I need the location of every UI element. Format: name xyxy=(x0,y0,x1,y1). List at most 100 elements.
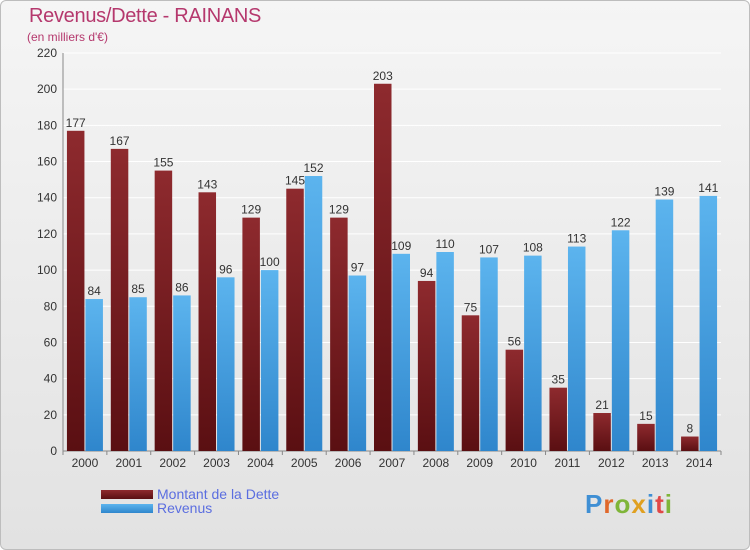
x-tick-label: 2003 xyxy=(203,456,230,470)
data-label-revenus: 152 xyxy=(304,161,324,175)
bars xyxy=(66,83,718,452)
x-tick-label: 2002 xyxy=(159,456,186,470)
data-label-dette: 94 xyxy=(420,266,434,280)
chart-subtitle: (en milliers d'€) xyxy=(27,30,108,44)
data-label-revenus: 109 xyxy=(391,239,411,253)
bar-revenus xyxy=(392,253,410,451)
data-label-dette: 129 xyxy=(329,203,349,217)
bar-dette xyxy=(242,217,260,451)
bar-dette xyxy=(417,280,436,451)
y-tick-label: 160 xyxy=(37,155,57,169)
legend-swatch-revenus xyxy=(101,503,153,513)
legend-label-dette: Montant de la Dette xyxy=(157,486,280,502)
data-label-revenus: 85 xyxy=(131,282,145,296)
logo-letter: r xyxy=(603,489,615,519)
x-tick-label: 2013 xyxy=(642,456,669,470)
grid xyxy=(63,52,721,452)
bar-dette xyxy=(286,188,304,451)
bar-revenus xyxy=(480,257,498,451)
x-tick-label: 2012 xyxy=(598,456,625,470)
bar-revenus xyxy=(173,295,191,451)
data-label-revenus: 96 xyxy=(219,262,233,276)
data-label-revenus: 84 xyxy=(88,284,102,298)
y-tick-label: 80 xyxy=(44,299,58,313)
bar-revenus xyxy=(129,297,147,451)
x-tick-label: 2004 xyxy=(247,456,274,470)
bar-revenus xyxy=(260,270,279,451)
y-tick-label: 180 xyxy=(37,118,57,132)
y-tick-label: 60 xyxy=(44,335,58,349)
x-tick-label: 2008 xyxy=(423,456,450,470)
x-tick-label: 2007 xyxy=(379,456,406,470)
logo-letter: t xyxy=(655,489,665,519)
x-tick-label: 2001 xyxy=(115,456,142,470)
bar-revenus xyxy=(699,195,718,451)
data-label-dette: 167 xyxy=(110,134,130,148)
data-label-dette: 203 xyxy=(373,69,393,83)
x-tick-label: 2009 xyxy=(466,456,493,470)
legend-label-revenus: Revenus xyxy=(157,500,213,516)
bar-revenus xyxy=(567,246,586,451)
logo-letter: P xyxy=(585,489,604,519)
data-label-revenus: 97 xyxy=(351,261,365,275)
bar-dette xyxy=(549,387,567,451)
y-tick-label: 220 xyxy=(37,46,57,60)
y-tick-label: 40 xyxy=(44,372,58,386)
proxiti-logo: Proxiti xyxy=(585,489,673,520)
data-label-dette: 129 xyxy=(241,203,261,217)
x-tick-label: 2006 xyxy=(335,456,362,470)
data-label-dette: 21 xyxy=(595,398,609,412)
bar-dette xyxy=(374,83,392,451)
legend-item-revenus: Revenus xyxy=(101,501,279,515)
data-label-revenus: 141 xyxy=(698,181,718,195)
bar-dette xyxy=(637,423,655,451)
y-tick-label: 120 xyxy=(37,227,57,241)
data-label-dette: 75 xyxy=(464,300,478,314)
bar-revenus xyxy=(611,230,630,451)
logo-letter: o xyxy=(614,489,632,519)
y-tick-label: 140 xyxy=(37,191,57,205)
y-tick-label: 100 xyxy=(37,263,57,277)
x-tick-label: 2000 xyxy=(72,456,99,470)
data-label-dette: 8 xyxy=(686,422,693,436)
y-tick-label: 20 xyxy=(44,408,58,422)
data-label-dette: 143 xyxy=(197,177,217,191)
y-tick-label: 200 xyxy=(37,82,57,96)
data-label-revenus: 113 xyxy=(567,232,586,246)
data-label-dette: 155 xyxy=(153,156,173,170)
bar-revenus xyxy=(348,275,367,451)
bar-dette xyxy=(198,192,217,452)
bar-revenus xyxy=(304,176,323,451)
data-label-revenus: 110 xyxy=(436,237,455,251)
bar-dette xyxy=(154,170,173,451)
data-label-revenus: 139 xyxy=(654,185,674,199)
legend-swatch-dette xyxy=(101,489,153,499)
legend-item-dette: Montant de la Dette xyxy=(101,487,279,501)
bar-dette xyxy=(461,315,480,451)
data-label-revenus: 86 xyxy=(175,280,189,294)
bar-dette xyxy=(505,349,524,451)
bar-dette xyxy=(593,413,611,451)
logo-letter: i xyxy=(664,489,673,519)
x-tick-label: 2005 xyxy=(291,456,318,470)
chart-title: Revenus/Dette - RAINANS xyxy=(29,5,262,27)
bar-revenus xyxy=(85,299,103,451)
data-label-revenus: 122 xyxy=(611,215,631,229)
legend: Montant de la Dette Revenus xyxy=(101,487,279,515)
x-tick-label: 2010 xyxy=(510,456,537,470)
logo-letter: i xyxy=(646,489,656,519)
bar-revenus xyxy=(524,255,542,451)
bar-revenus xyxy=(436,252,454,451)
bar-dette xyxy=(66,130,85,452)
y-tick-label: 0 xyxy=(50,444,57,458)
x-tick-label: 2011 xyxy=(555,456,581,470)
bar-revenus xyxy=(655,199,674,451)
x-axis: 2000 2001 2002 2003 2004 2005 2006 2007 2008 2009… xyxy=(62,451,722,470)
bar-dette xyxy=(681,436,699,451)
data-label-dette: 56 xyxy=(508,335,522,349)
data-label-dette: 15 xyxy=(639,409,653,423)
data-label-revenus: 107 xyxy=(479,242,499,256)
